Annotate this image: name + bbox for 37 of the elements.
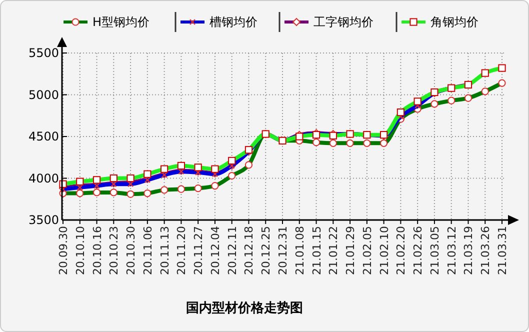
x-tick-label: 20.12.18 [242, 226, 256, 275]
y-tick-label: 4500 [28, 130, 59, 144]
y-tick-label: 5000 [28, 88, 59, 102]
x-tick-label: 20.11.27 [192, 226, 206, 275]
x-tick-label: 20.12.25 [260, 226, 273, 275]
x-tick-label: 20.11.13 [158, 226, 172, 275]
text: 国内型材价格走势图 [186, 300, 303, 316]
legend-label: 工字钢均价 [314, 15, 374, 30]
x-tick-label: 21.02.20 [394, 226, 408, 275]
x-tick-label: 21.03.05 [428, 226, 442, 275]
x-tick-label: 21.03.31 [496, 226, 509, 275]
x-tick-label: 21.02.05 [360, 226, 374, 275]
x-tick-label: 20.12.31 [276, 226, 290, 275]
x-tick-label: 21.03.12 [445, 226, 458, 275]
x-tick-label: 21.01.29 [344, 226, 358, 275]
y-tick-label: 3500 [28, 213, 59, 228]
x-tick-label: 20.10.10 [74, 226, 87, 275]
x-tick-label: 20.09.30 [57, 226, 70, 275]
y-tick-label: 5500 [28, 46, 59, 60]
x-tick-label: 21.03.26 [479, 226, 492, 275]
x-tick-label: 21.01.08 [293, 226, 306, 275]
x-tick-label: 20.10.23 [108, 226, 121, 275]
x-tick-label: 20.11.20 [175, 226, 188, 275]
x-tick-label: 20.11.06 [141, 226, 154, 275]
x-tick-label: 21.01.22 [327, 226, 340, 275]
x-tick-label: 21.03.19 [462, 226, 476, 275]
x-tick-label: 20.10.30 [124, 226, 138, 275]
x-tick-label: 21.02.10 [378, 226, 391, 275]
x-tick-label: 20.10.16 [90, 226, 104, 275]
x-tick-label: 20.12.11 [226, 226, 239, 275]
y-tick-label: 4000 [28, 171, 59, 186]
legend-label: H型钢均价 [92, 15, 150, 30]
legend-label: 槽钢均价 [210, 15, 258, 30]
x-tick-label: 20.12.04 [208, 226, 222, 275]
x-tick-label: 21.02.26 [412, 226, 425, 275]
legend-label: 角钢均价 [430, 15, 478, 30]
x-tick-label: 21.01.15 [310, 226, 324, 275]
